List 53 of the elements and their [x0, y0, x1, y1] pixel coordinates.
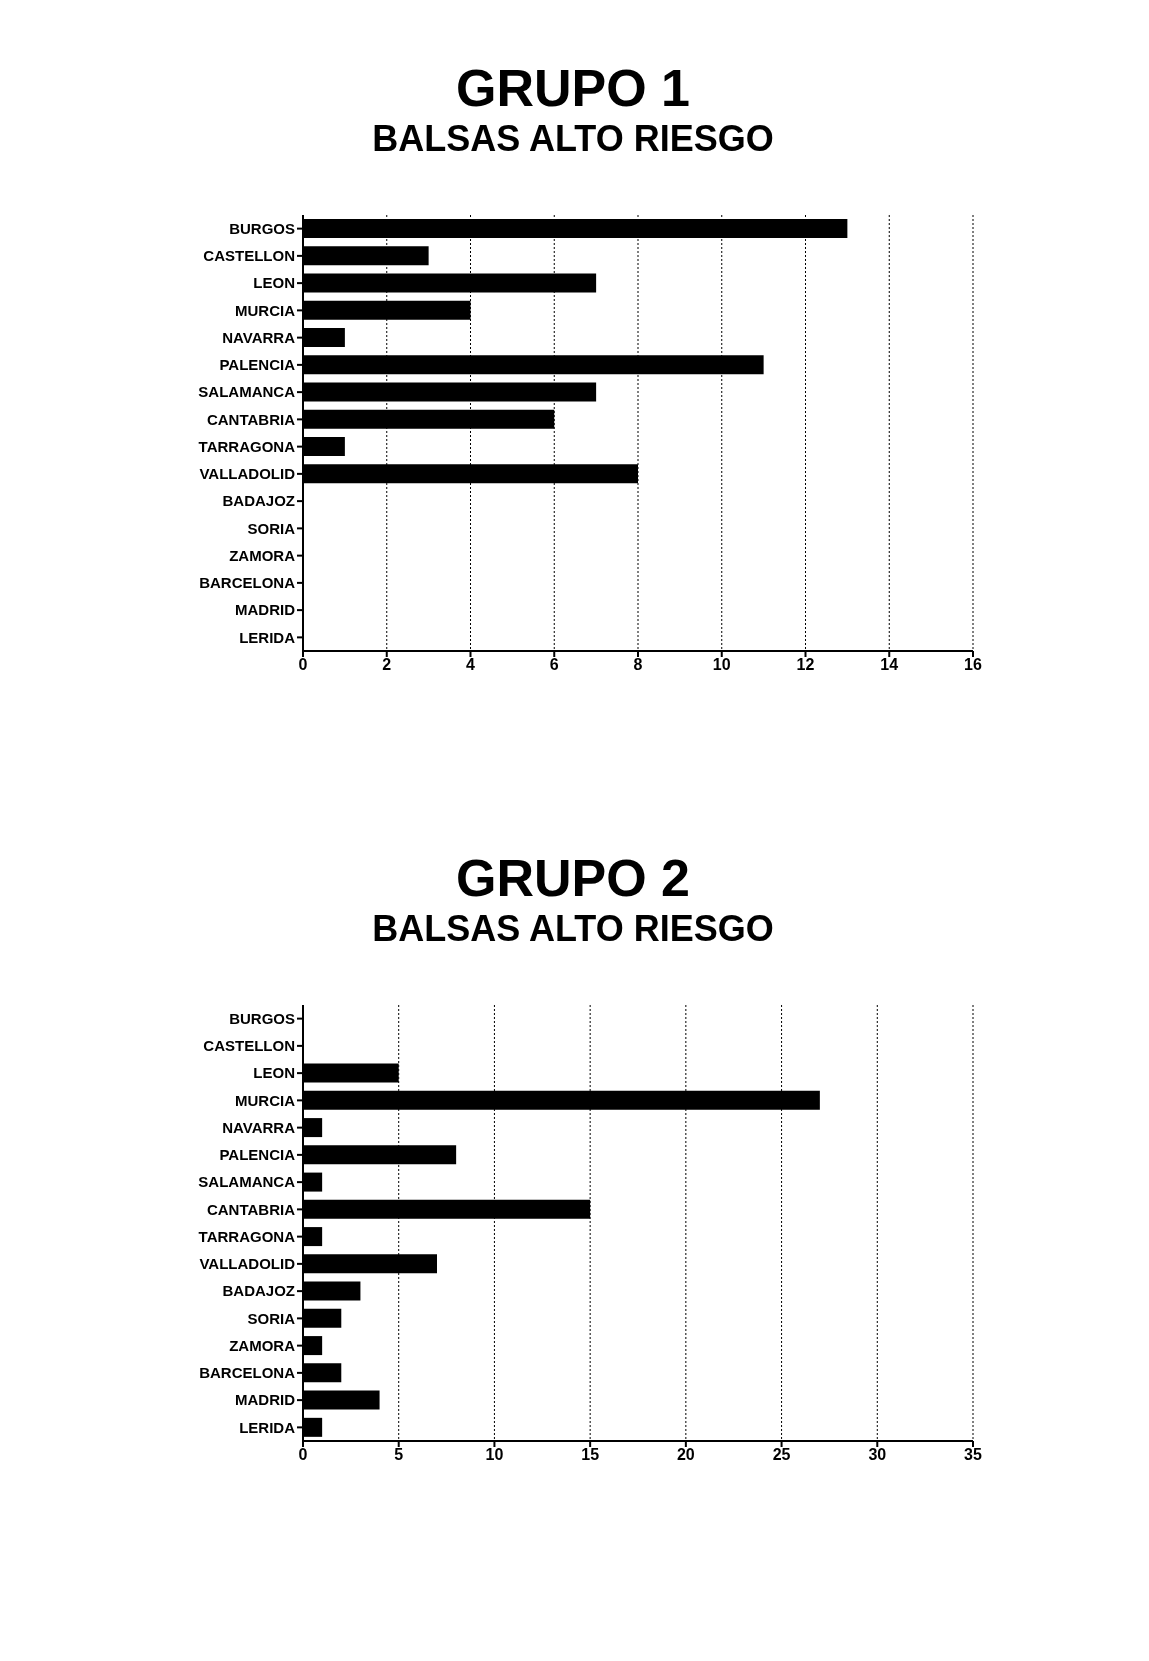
- y-tick-label: ZAMORA: [229, 1336, 296, 1354]
- y-tick-label: PALENCIA: [219, 1146, 296, 1164]
- y-tick-label: MADRID: [235, 1391, 296, 1409]
- y-tick-label: CASTELLON: [203, 1037, 295, 1055]
- y-tick-label: BARCELONA: [199, 574, 296, 592]
- y-tick-label: MURCIA: [235, 301, 296, 319]
- x-tick-label: 2: [382, 656, 392, 674]
- x-tick-label: 4: [466, 656, 476, 674]
- y-tick-label: PALENCIA: [219, 356, 296, 374]
- x-tick-label: 15: [581, 1446, 600, 1464]
- y-tick-label: TARRAGONA: [198, 1227, 296, 1245]
- x-tick-label: 10: [712, 656, 731, 674]
- y-tick-label: SALAMANCA: [198, 1173, 296, 1191]
- y-tick-label: BARCELONA: [199, 1364, 296, 1382]
- chart-subtitle: BALSAS ALTO RIESGO: [372, 118, 774, 160]
- x-tick-label: 25: [772, 1446, 791, 1464]
- chart-title: GRUPO 1: [455, 58, 691, 118]
- y-tick-label: LEON: [253, 274, 295, 292]
- y-tick-label: ZAMORA: [229, 546, 296, 564]
- x-tick-label: 12: [796, 656, 815, 674]
- y-tick-label: VALLADOLID: [199, 1255, 296, 1273]
- y-tick-label: SORIA: [247, 519, 296, 537]
- y-tick-label: LEON: [253, 1064, 295, 1082]
- y-tick-label: BURGOS: [229, 219, 295, 237]
- y-tick-label: SORIA: [247, 1309, 296, 1327]
- x-tick-label: 0: [298, 1446, 308, 1464]
- x-tick-label: 14: [880, 656, 899, 674]
- y-tick-label: SALAMANCA: [198, 383, 296, 401]
- y-tick-label: CANTABRIA: [206, 410, 296, 428]
- x-tick-label: 5: [394, 1446, 404, 1464]
- x-tick-label: 35: [964, 1446, 982, 1464]
- y-tick-label: BADAJOZ: [222, 492, 295, 510]
- x-tick-label: 30: [868, 1446, 887, 1464]
- y-tick-label: CASTELLON: [203, 247, 295, 265]
- x-tick-label: 16: [964, 656, 982, 674]
- y-tick-label: NAVARRA: [222, 1118, 296, 1136]
- x-tick-label: 6: [549, 656, 559, 674]
- chart-subtitle: BALSAS ALTO RIESGO: [372, 908, 774, 950]
- y-tick-label: MURCIA: [235, 1091, 296, 1109]
- x-tick-label: 8: [633, 656, 643, 674]
- y-tick-label: MADRID: [235, 601, 296, 619]
- x-tick-label: 0: [298, 656, 308, 674]
- y-tick-label: CANTABRIA: [206, 1200, 296, 1218]
- chart-title: GRUPO 2: [455, 848, 691, 908]
- y-tick-label: NAVARRA: [222, 328, 296, 346]
- y-tick-label: BADAJOZ: [222, 1282, 295, 1300]
- y-tick-label: TARRAGONA: [198, 437, 296, 455]
- x-tick-label: 10: [485, 1446, 504, 1464]
- x-tick-label: 20: [676, 1446, 695, 1464]
- y-tick-label: LERIDA: [239, 1418, 296, 1436]
- y-tick-label: BURGOS: [229, 1009, 295, 1027]
- y-tick-label: LERIDA: [239, 628, 296, 646]
- y-tick-label: VALLADOLID: [199, 465, 296, 483]
